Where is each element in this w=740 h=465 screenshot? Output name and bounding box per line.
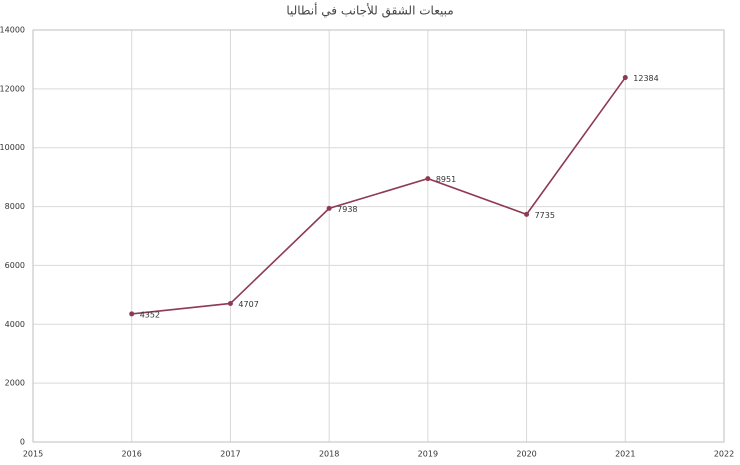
x-tick-label: 2020 <box>516 450 536 459</box>
x-tick-label: 2019 <box>418 450 438 459</box>
data-label: 12384 <box>633 74 658 83</box>
x-tick-label: 2016 <box>122 450 142 459</box>
data-label: 4707 <box>238 300 258 309</box>
y-tick-label: 2000 <box>5 379 25 388</box>
y-tick-label: 14000 <box>0 26 25 35</box>
y-tick-label: 12000 <box>0 84 25 93</box>
x-tick-label: 2022 <box>714 450 734 459</box>
y-tick-label: 6000 <box>5 261 25 270</box>
x-tick-label: 2021 <box>615 450 635 459</box>
point <box>524 211 530 217</box>
x-tick-label: 2018 <box>319 450 339 459</box>
x-tick-label: 2015 <box>23 450 43 459</box>
data-label: 8951 <box>436 175 456 184</box>
x-tick-label: 2017 <box>220 450 240 459</box>
chart-title: مبيعات الشقق للأجانب في أنطاليا <box>286 3 453 19</box>
y-tick-label: 10000 <box>0 143 25 152</box>
data-label: 7735 <box>535 211 555 220</box>
y-tick-label: 0 <box>20 438 25 447</box>
point <box>129 311 135 317</box>
y-tick-label: 8000 <box>5 202 25 211</box>
data-label: 7938 <box>337 205 357 214</box>
point <box>425 176 431 182</box>
point <box>227 300 233 306</box>
data-label: 4352 <box>140 310 160 319</box>
line <box>131 77 626 315</box>
y-tick-label: 4000 <box>5 320 25 329</box>
point <box>326 205 332 211</box>
plot-border <box>32 29 725 443</box>
point <box>622 75 628 81</box>
